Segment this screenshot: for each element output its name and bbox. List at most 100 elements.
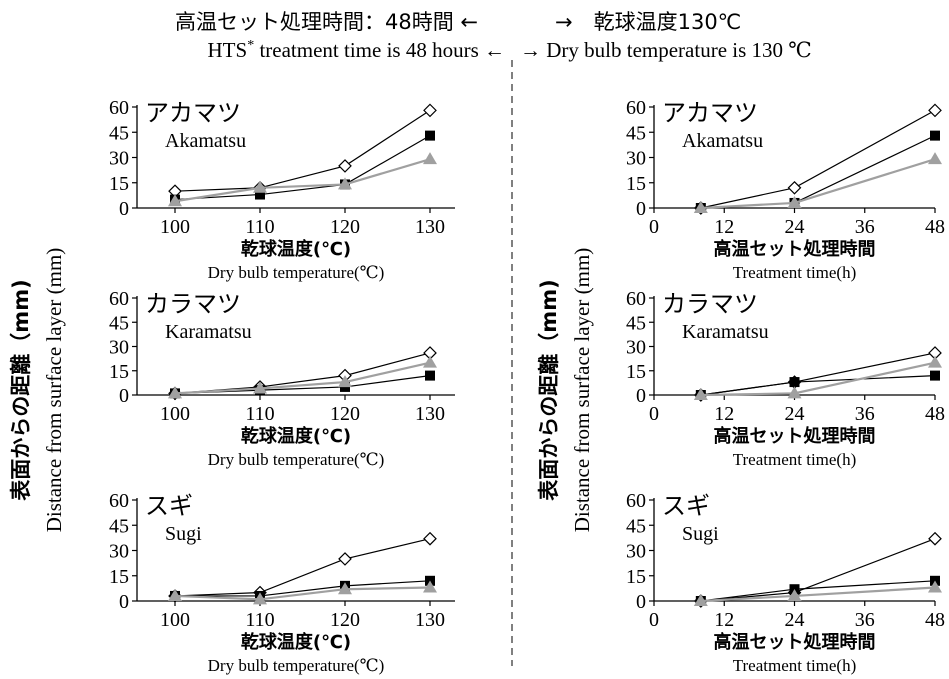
y-axis-title-left-jp: 表面からの距離（mm) [9,279,33,500]
y-axis-title-right-en: Distance from surface layer (mm) [570,248,594,533]
x-axis-label-en: Treatment time(h) [733,656,857,675]
y-tick-label: 0 [636,385,646,407]
series-line [174,158,431,203]
species-label-jp: スギ [662,492,710,520]
x-axis-label-jp: 乾球温度(℃) [241,631,351,653]
y-tick-label: 30 [626,337,646,359]
y-tick-label: 0 [119,198,129,220]
series-line [174,538,431,597]
y-tick-label: 0 [636,198,646,220]
x-tick-label: 12 [714,609,734,631]
data-point-diamond [338,159,352,173]
x-tick-label: 12 [714,216,734,238]
x-tick-label: 120 [330,403,360,425]
figure-header: 高温セット処理時間：48時間 ← → 乾球温度130℃ HTS* treatme… [175,10,812,62]
header-left-jp: 高温セット処理時間：48時間 ← [175,10,478,34]
data-point-triangle [928,355,942,368]
y-tick-label: 30 [626,541,646,563]
x-axis-label-en: Dry bulb temperature(℃) [208,450,385,469]
x-tick-label: 130 [415,216,445,238]
data-point-diamond [928,531,942,546]
series-line [700,586,936,603]
species-label-en: Sugi [165,523,202,545]
data-point-square [425,130,435,141]
data-point-square [930,370,940,381]
x-tick-label: 48 [925,403,945,425]
x-tick-label: 24 [785,403,805,425]
species-label-en: Akamatsu [165,130,246,152]
data-point-square [930,130,940,141]
data-point-triangle [168,194,182,207]
data-point-triangle [168,386,182,399]
data-point-triangle [693,594,708,606]
data-point-triangle [787,195,802,208]
y-tick-label: 15 [626,173,646,195]
y-tick-label: 60 [626,490,646,512]
x-tick-label: 36 [855,403,875,425]
y-tick-label: 15 [109,566,129,588]
series-line [700,538,936,602]
x-tick-label: 120 [330,216,360,238]
data-point-triangle [928,152,942,165]
x-axis-label-jp: 高温セット処理時間 [714,238,876,260]
y-tick-label: 15 [626,361,646,383]
data-point-triangle [168,588,182,601]
series-line [700,375,936,396]
header-right-en: → Dry bulb temperature is 130 ℃ [520,38,812,62]
series-line [174,586,431,601]
y-tick-label: 0 [636,591,646,613]
x-tick-label: 24 [785,609,805,631]
x-tick-label: 120 [330,609,360,631]
data-point-triangle [787,588,802,601]
y-tick-label: 15 [109,173,129,195]
y-tick-label: 60 [109,97,129,119]
x-tick-label: 110 [245,609,274,631]
data-point-triangle [253,381,267,394]
x-tick-label: 110 [245,216,274,238]
y-tick-label: 15 [109,361,129,383]
y-axis-title-left-en: Distance from surface layer (mm) [42,248,66,533]
species-label-en: Karamatsu [682,321,769,343]
x-tick-label: 48 [925,216,945,238]
species-label-jp: カラマツ [662,290,758,318]
x-tick-label: 48 [925,609,945,631]
y-tick-label: 60 [626,97,646,119]
species-label-jp: アカマツ [662,99,758,127]
data-point-triangle [693,388,708,400]
series-line [175,580,431,597]
y-tick-label: 60 [109,288,129,310]
y-tick-label: 45 [626,122,646,144]
data-point-diamond [338,552,352,566]
x-tick-label: 24 [785,216,805,238]
x-tick-label: 100 [160,216,190,238]
species-label-jp: スギ [145,492,193,520]
y-axis-title-left: 表面からの距離（mm) Distance from surface layer … [9,248,66,533]
x-axis-label-jp: 高温セット処理時間 [714,425,876,447]
data-point-square [255,189,265,200]
y-tick-label: 45 [626,515,646,537]
y-tick-label: 45 [109,312,129,334]
data-point-diamond [787,180,802,195]
data-point-triangle [928,580,942,593]
chart-left-3: 0 15 30 45 60 100 110 120 130 スギ Sugi 乾球温度(℃) Dry bu… [109,490,455,675]
data-point-triangle [253,592,267,605]
x-axis-label-en: Dry bulb temperature(℃) [208,263,385,282]
y-tick-label: 0 [119,591,129,613]
y-axis-title-right: 表面からの距離（mm) Distance from surface layer … [537,248,594,533]
y-tick-label: 60 [626,288,646,310]
x-tick-label: 110 [245,403,274,425]
x-tick-label: 36 [855,216,875,238]
x-tick-label: 130 [415,609,445,631]
data-point-triangle [787,386,802,399]
x-tick-label: 100 [160,609,190,631]
x-tick-label: 130 [415,403,445,425]
x-tick-label: 0 [649,216,659,238]
x-axis-label-jp: 高温セット処理時間 [714,631,876,653]
data-point-triangle [423,152,437,165]
species-label-jp: カラマツ [145,290,241,318]
y-tick-label: 45 [626,312,646,334]
series-line [174,352,431,394]
